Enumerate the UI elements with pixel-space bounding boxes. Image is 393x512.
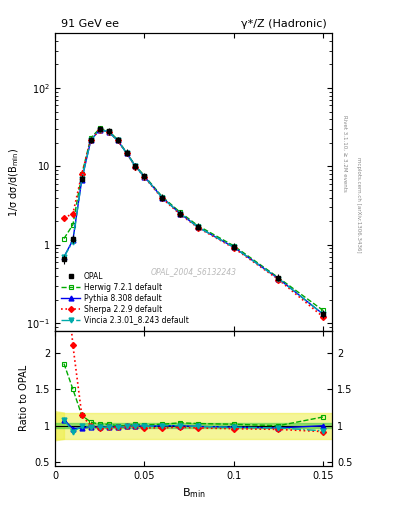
Text: γ*/Z (Hadronic): γ*/Z (Hadronic) xyxy=(241,19,327,29)
Text: mcplots.cern.ch [arXiv:1306.3436]: mcplots.cern.ch [arXiv:1306.3436] xyxy=(356,157,361,252)
Text: OPAL_2004_S6132243: OPAL_2004_S6132243 xyxy=(151,267,237,276)
Text: Rivet 3.1.10, ≥ 3.2M events: Rivet 3.1.10, ≥ 3.2M events xyxy=(343,115,348,192)
X-axis label: B$_\mathrm{min}$: B$_\mathrm{min}$ xyxy=(182,486,206,500)
Legend: OPAL, Herwig 7.2.1 default, Pythia 8.308 default, Sherpa 2.2.9 default, Vincia 2: OPAL, Herwig 7.2.1 default, Pythia 8.308… xyxy=(59,270,191,327)
Y-axis label: Ratio to OPAL: Ratio to OPAL xyxy=(19,365,29,432)
Text: 91 GeV ee: 91 GeV ee xyxy=(61,19,119,29)
Y-axis label: 1/σ dσ/d(B$_\mathrm{min}$): 1/σ dσ/d(B$_\mathrm{min}$) xyxy=(7,147,21,217)
